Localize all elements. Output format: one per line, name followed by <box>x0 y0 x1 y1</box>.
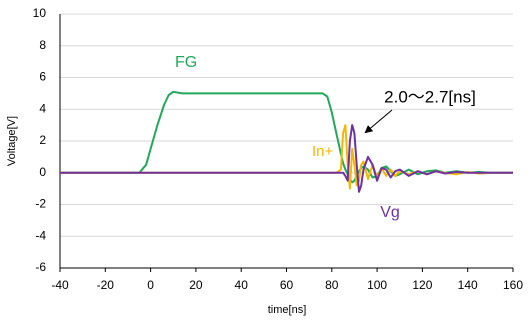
y-tick-label: 6 <box>39 70 46 84</box>
y-tick-label: 4 <box>39 101 46 115</box>
annotation: Vg <box>380 204 400 221</box>
y-axis-label: Voltage[V] <box>6 116 18 166</box>
y-tick-label: -2 <box>35 197 46 211</box>
y-tick-label: 10 <box>33 6 47 20</box>
annotation: 2.0～2.7[ns] <box>384 87 476 106</box>
x-tick-label: 120 <box>412 278 432 292</box>
annotation-arrow <box>364 109 393 134</box>
y-tick-label: 2 <box>39 133 46 147</box>
x-tick-label: 0 <box>147 278 154 292</box>
annotation: FG <box>175 54 197 71</box>
x-tick-label: 40 <box>235 278 249 292</box>
x-tick-label: 100 <box>367 278 387 292</box>
x-tick-label: 60 <box>280 278 294 292</box>
y-tick-label: 8 <box>39 38 46 52</box>
x-tick-label: 140 <box>458 278 478 292</box>
series-line <box>60 124 513 190</box>
x-axis-label: time[ns] <box>268 304 307 316</box>
y-tick-label: 0 <box>39 165 46 179</box>
y-tick-label: -6 <box>35 260 46 274</box>
x-tick-label: 160 <box>503 278 523 292</box>
x-tick-label: 80 <box>325 278 339 292</box>
x-tick-label: 20 <box>189 278 203 292</box>
x-tick-label: -40 <box>51 278 69 292</box>
y-tick-label: -4 <box>35 228 46 242</box>
x-tick-label: -20 <box>97 278 115 292</box>
series-line <box>60 124 513 193</box>
annotation: In+ <box>312 143 334 160</box>
